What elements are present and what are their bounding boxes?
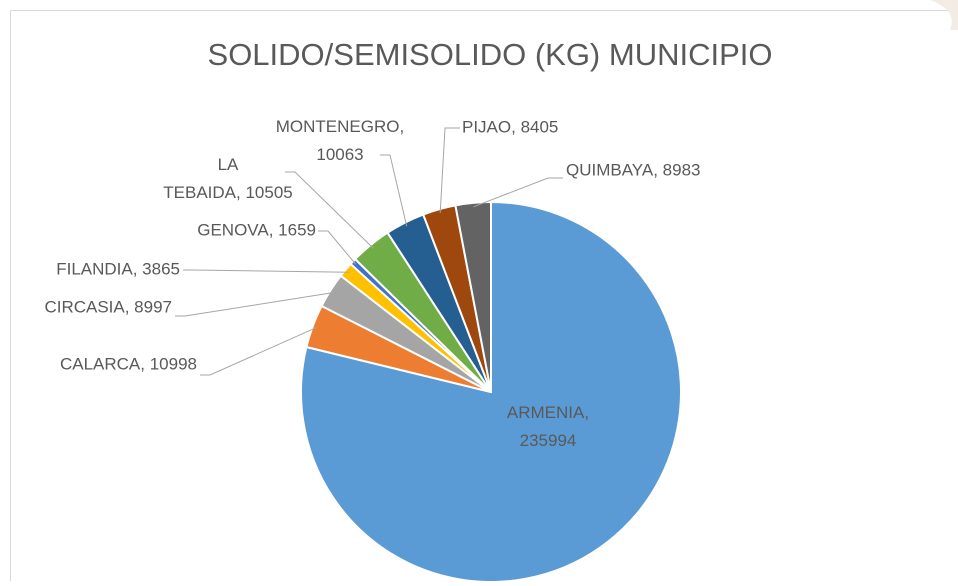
data-label: PIJAO, 8405 bbox=[462, 117, 558, 136]
data-label: GENOVA, 1659 bbox=[197, 220, 316, 239]
chart-title: SOLIDO/SEMISOLIDO (KG) MUNICIPIO bbox=[208, 37, 773, 72]
data-label: FILANDIA, 3865 bbox=[56, 259, 180, 278]
data-label: QUIMBAYA, 8983 bbox=[566, 160, 700, 179]
data-label: CIRCASIA, 8997 bbox=[44, 297, 172, 316]
data-label: CALARCA, 10998 bbox=[60, 354, 197, 373]
